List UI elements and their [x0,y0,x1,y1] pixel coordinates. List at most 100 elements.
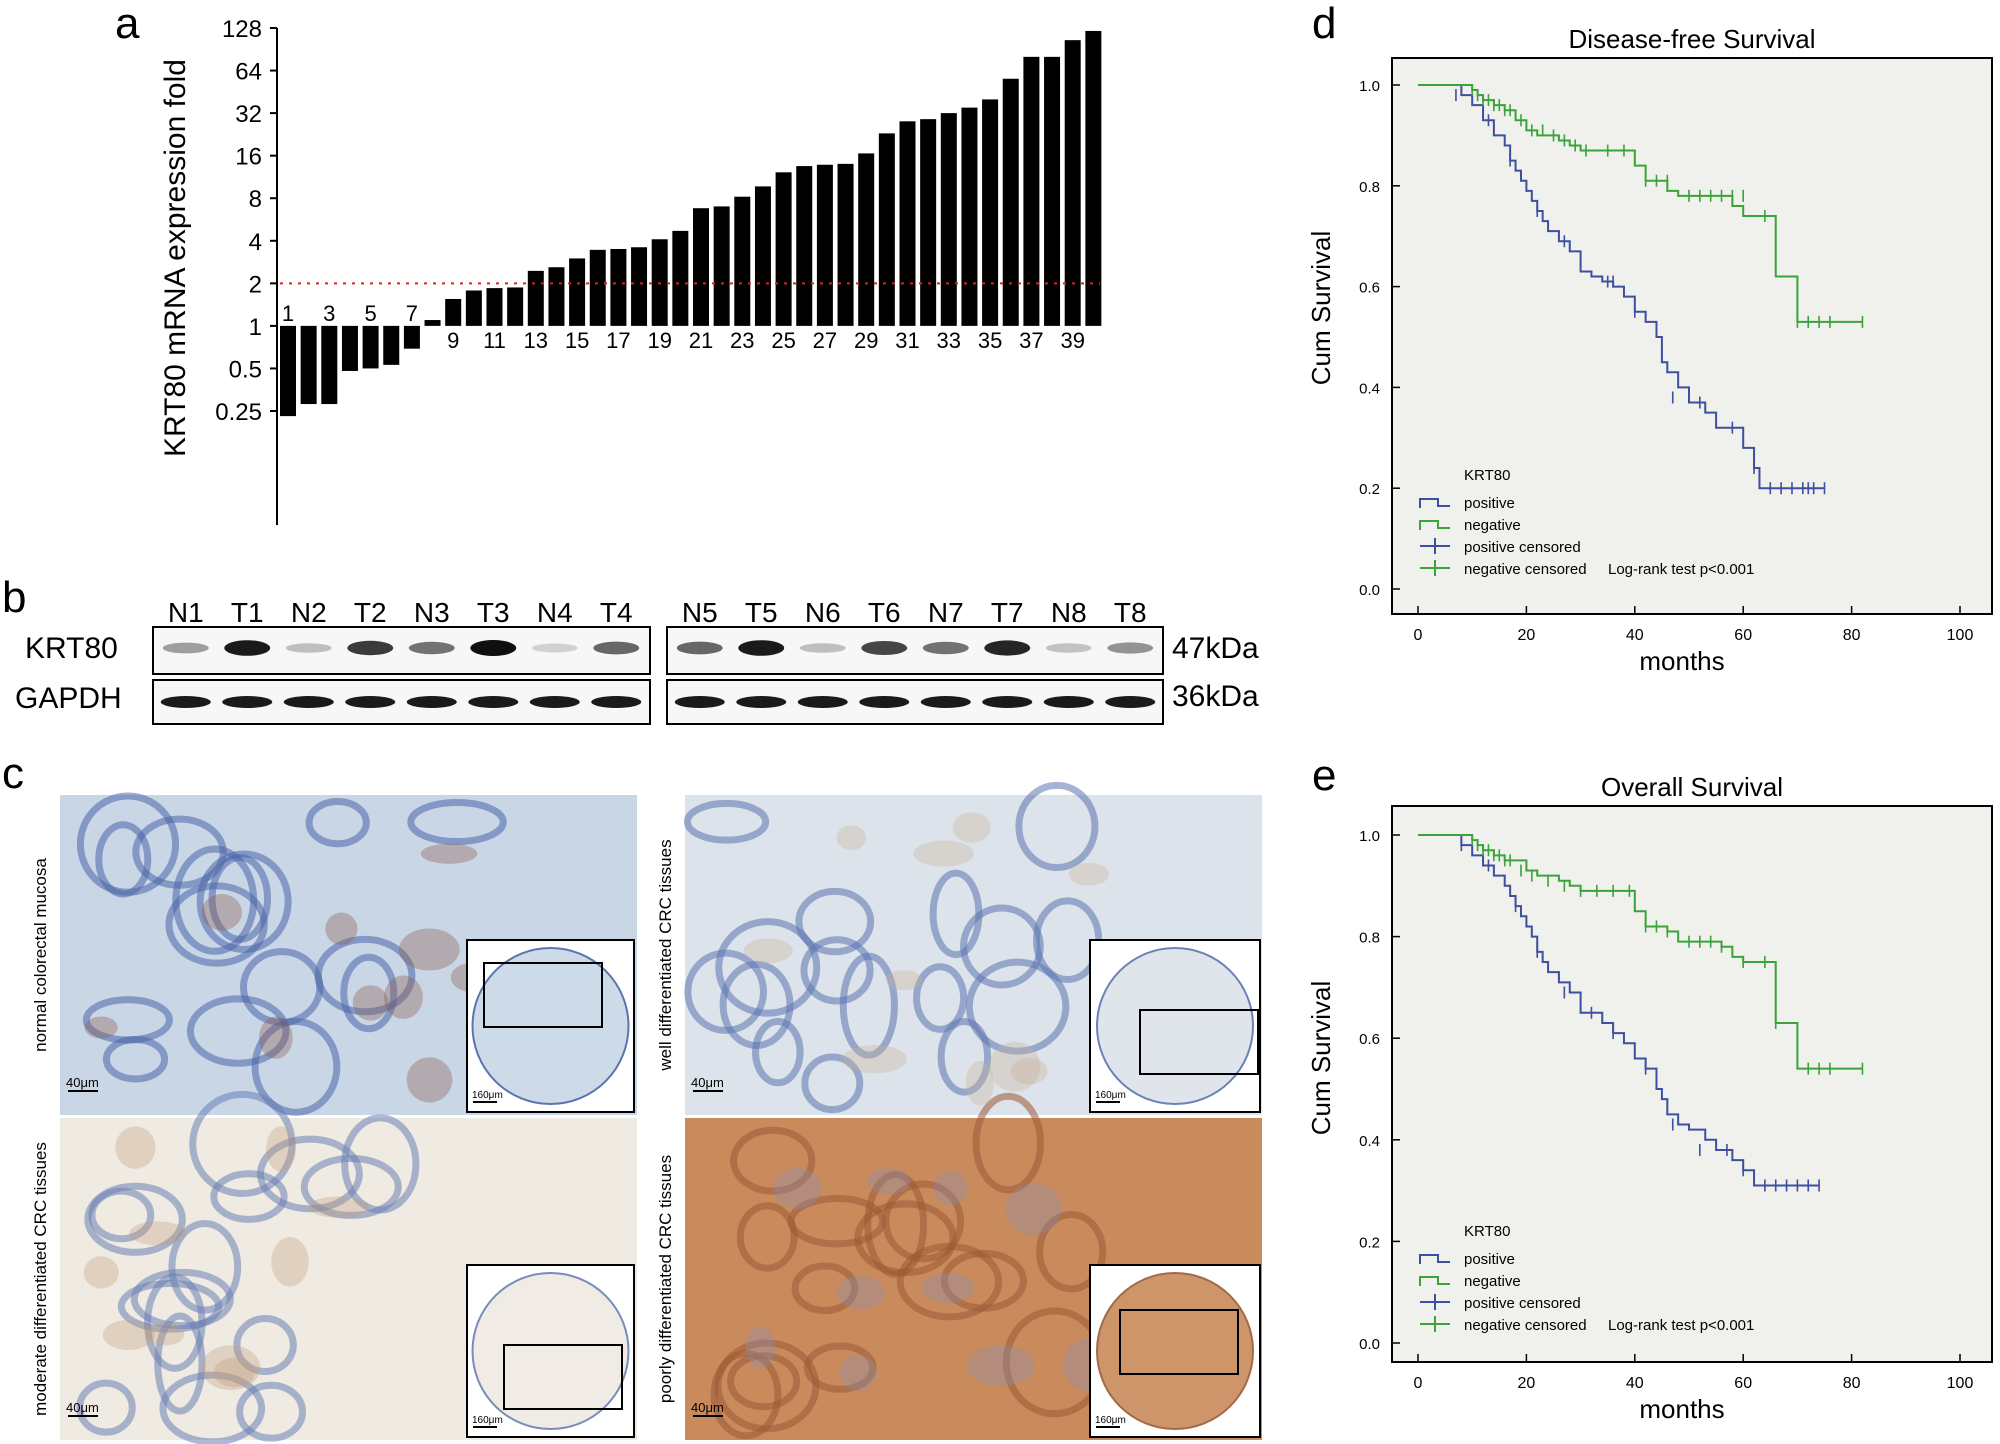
ihc-tile-4: 40μm 160μm poorly differentiated CRC tissu… [656,1092,1262,1440]
inset-scale-label: 160μm [472,1090,503,1101]
krt80-band [922,641,969,655]
blot-kda-krt80: 47kDa [1172,632,1259,665]
stroma [745,1326,776,1369]
bar-21 [693,208,709,326]
gland [710,1349,782,1440]
scale-bar-label: 40μm [66,1075,99,1090]
xtick-label: 39 [1060,328,1084,353]
legend-entry: negative censored [1464,1317,1587,1334]
km-ylabel: Cum Survival [1306,981,1336,1136]
ytick-label: 4 [249,229,262,256]
gland [76,792,180,896]
bar-22 [713,206,730,326]
ytick-label: 2 [249,271,262,298]
blot-label-krt80: KRT80 [25,632,118,665]
stroma [102,1319,155,1351]
gland [929,869,983,959]
xtick-label: 1 [282,301,294,326]
scale-bar-label: 40μm [691,1075,724,1090]
gland [186,995,290,1067]
krt80-band [593,641,640,655]
stroma [308,1196,370,1218]
gland [913,963,968,1033]
bar-34 [961,107,978,326]
ytick-label: 0.25 [215,399,262,426]
bar-40 [1085,30,1102,326]
gland [972,1092,1044,1194]
gland [730,1126,816,1195]
bar-2 [300,325,317,405]
panel-b: b KRT80 GAPDH 47kDa 36kDa N1 T1 N2 T2 N3 T3 N4… [2,573,1259,725]
gland [210,1170,288,1223]
gland [839,952,898,1059]
gapdh-band [674,696,725,708]
bar-5 [362,325,379,369]
gland [196,850,292,953]
stroma [352,985,389,1021]
gapdh-band [920,696,971,708]
lane-label-N8: N8 [1051,597,1087,628]
lane-label-T5: T5 [745,597,778,628]
bar-26 [796,166,813,326]
ytick-label: 32 [235,101,262,128]
ytick-label: 1.0 [1359,828,1380,845]
xtick-label: 25 [771,328,795,353]
bar-17 [610,248,627,326]
legend-entry: negative [1464,1273,1521,1290]
stroma [84,1016,118,1039]
bar-35 [982,99,999,326]
ihc-tile-1: 40μm 160μm normal colorectal mucosa [31,792,637,1116]
stroma [743,938,793,964]
bar-37 [1023,56,1040,326]
xtick-label: 0 [1414,1375,1423,1392]
xtick-label: 3 [323,301,335,326]
panel-label-c: c [2,749,24,798]
gapdh-band [797,696,848,708]
stroma [921,1272,975,1304]
gland [800,936,874,1005]
km-ylabel: Cum Survival [1306,231,1336,386]
xtick-label: 80 [1843,627,1861,644]
bar-chart-bars [280,30,1102,417]
km-logrank: Log-rank test p<0.001 [1608,561,1754,578]
lane-label-T8: T8 [1114,597,1147,628]
legend-entry: positive [1464,1251,1515,1268]
ytick-label: 0.2 [1359,1234,1380,1251]
gapdh-band [591,696,642,708]
gland [84,1182,186,1256]
bar-32 [920,119,937,326]
bar-9 [445,298,462,326]
ytick-label: 0.4 [1359,380,1380,397]
gapdh-band [1105,696,1156,708]
xtick-label: 5 [364,301,376,326]
ihc-tile-3: 40μm 160μm moderate differentiated CRC tis… [31,1090,637,1444]
km-plot-disease-free: Disease-free Survival 0.0 0.2 0.4 0.6 0.8 1.0 0… [1306,24,1993,676]
km-xlabel: months [1639,646,1724,676]
gapdh-band [736,696,787,708]
gland [714,1339,820,1433]
panel-e: e [1312,751,1336,800]
gapdh-band [406,696,457,708]
gland [791,1262,859,1315]
gland [251,1018,341,1116]
bar-31 [899,121,916,326]
bar-29 [858,153,875,326]
gland [159,1371,266,1444]
stroma [836,1275,885,1310]
stroma [988,1041,1041,1092]
lane-label-T6: T6 [868,597,901,628]
blot-bands [160,640,1156,708]
stroma [933,1171,968,1206]
krt80-band [224,640,271,656]
gland [76,1379,136,1436]
bar-16 [589,249,606,326]
panel-d: d [1312,0,1336,48]
xtick-label: 60 [1734,1375,1752,1392]
krt80-band [676,641,723,655]
stroma [966,1345,1035,1386]
gland [1015,781,1099,872]
gland [683,799,770,844]
krt80-band [285,643,332,653]
xtick-label: 100 [1947,627,1974,644]
